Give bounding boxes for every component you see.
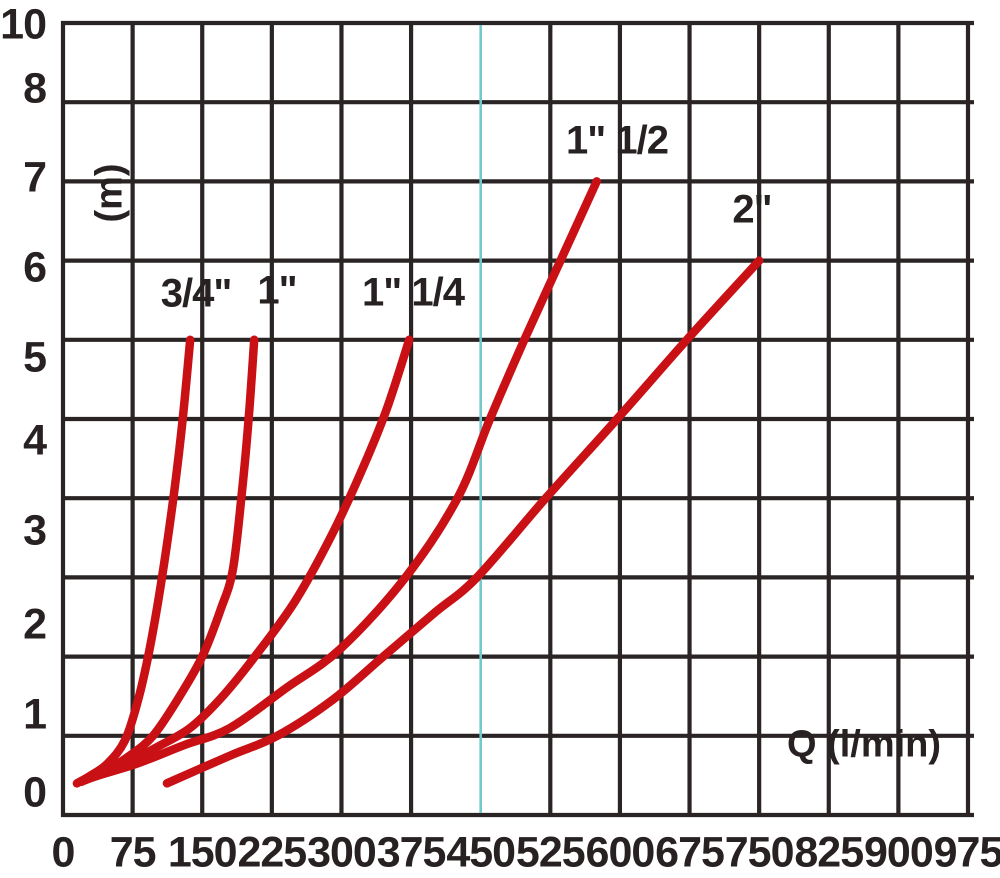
x-tick-label: 900	[864, 828, 934, 877]
y-tick-label: 1	[23, 690, 47, 739]
x-tick-label: 675	[655, 828, 725, 877]
x-tick-label: 375	[376, 828, 447, 877]
y-tick-label: 3	[23, 506, 47, 555]
y-tick-label: 0	[23, 768, 47, 817]
curve-3	[82, 335, 414, 784]
y-tick-label: 6	[23, 243, 47, 292]
y-tick-label: 2	[23, 600, 47, 649]
curve-label-1-inch: 1"	[257, 268, 297, 313]
x-tick-label: 975	[933, 828, 1000, 877]
y-tick-label: 8	[23, 64, 47, 113]
y-axis-title: (m)	[88, 163, 131, 223]
x-tick-label: 450	[446, 828, 516, 877]
x-tick-label: 825	[794, 828, 864, 877]
x-tick-label: 300	[307, 828, 377, 877]
y-tick-label: 7	[23, 153, 47, 202]
x-tick-label: 0	[51, 828, 76, 877]
x-axis-title: Q (l/min)	[786, 723, 942, 766]
curve-label-3-4-inch: 3/4"	[160, 271, 233, 316]
x-tick-label: 75	[109, 828, 157, 877]
y-tick-label: 4	[23, 416, 47, 465]
x-tick-label: 225	[237, 828, 307, 877]
curve-label-2-inch: 2"	[732, 187, 772, 232]
x-tick-label: 750	[724, 828, 795, 877]
curve-label-1-1-4-inch: 1" 1/4	[362, 270, 465, 315]
curve-2	[77, 335, 259, 786]
curve-5	[162, 256, 764, 788]
x-tick-label: 150	[167, 828, 238, 877]
y-tick-label: 10	[0, 0, 47, 49]
x-tick-label: 600	[585, 828, 656, 877]
x-tick-label: 525	[515, 828, 586, 877]
curve-4	[88, 177, 601, 782]
y-tick-label: 5	[23, 333, 47, 382]
curve-label-1-1-2-inch: 1" 1/2	[566, 118, 669, 163]
